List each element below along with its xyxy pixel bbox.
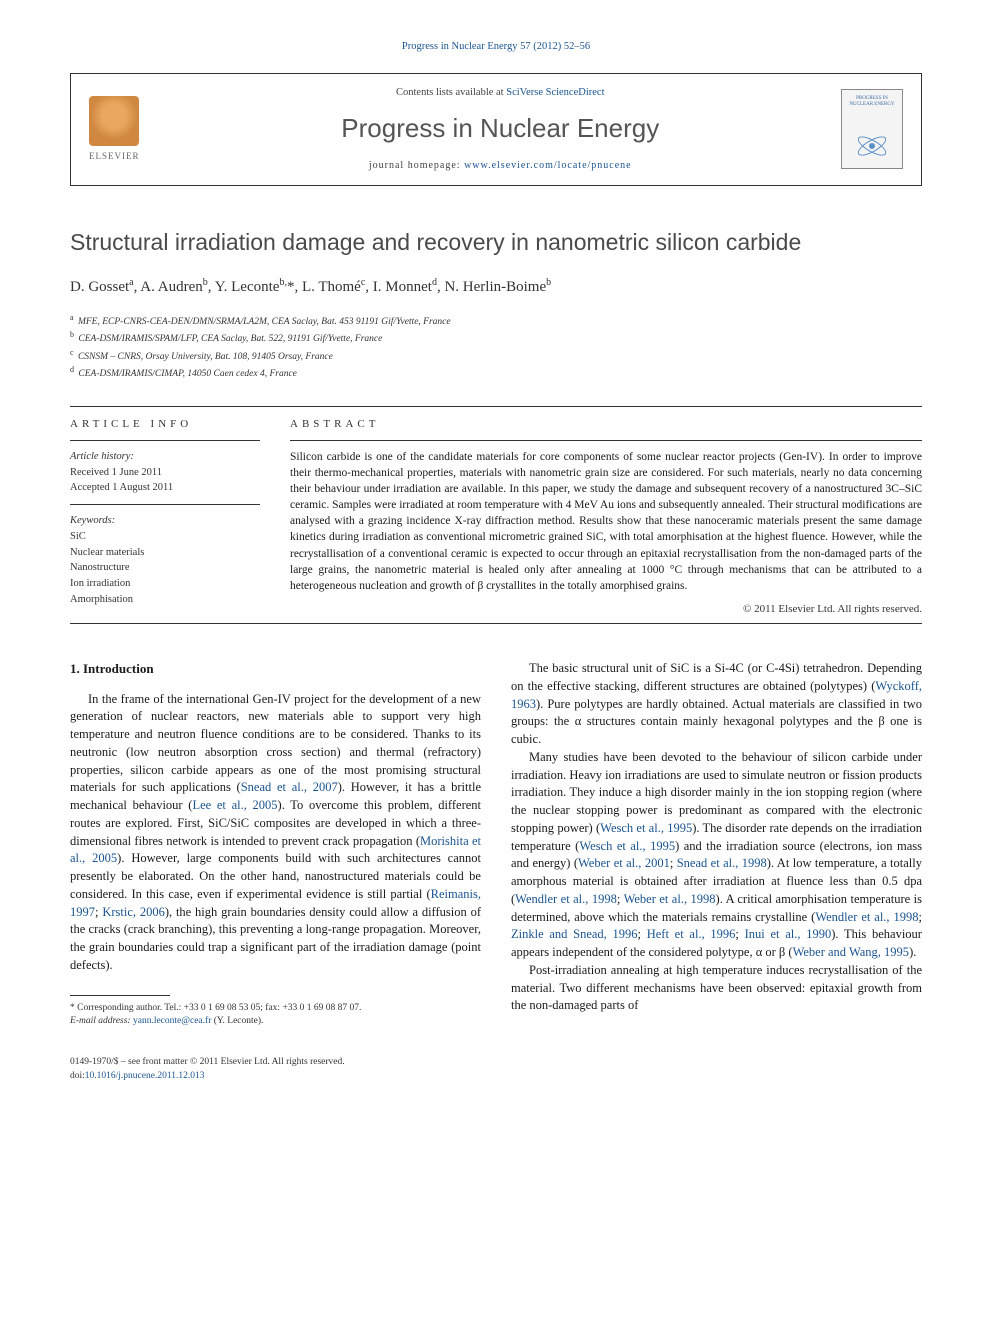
citation-link[interactable]: Snead et al., 1998 — [677, 856, 767, 870]
received-date: Received 1 June 2011 — [70, 465, 260, 481]
homepage-prefix: journal homepage: — [369, 160, 464, 171]
abstract-text: Silicon carbide is one of the candidate … — [290, 449, 922, 594]
body-column-left: 1. Introduction In the frame of the inte… — [70, 660, 481, 1028]
elsevier-label: ELSEVIER — [89, 150, 140, 163]
authors-line: D. Gosseta, A. Audrenb, Y. Leconteb,*, L… — [70, 276, 922, 298]
atom-icon — [856, 130, 888, 162]
journal-homepage-link[interactable]: www.elsevier.com/locate/pnucene — [464, 160, 632, 171]
keyword-item: Amorphisation — [70, 592, 260, 608]
contents-prefix: Contents lists available at — [396, 87, 506, 98]
corr-author-line: * Corresponding author. Tel.: +33 0 1 69… — [70, 1002, 481, 1015]
citation-link[interactable]: Wesch et al., 1995 — [600, 821, 692, 835]
abstract-copyright: © 2011 Elsevier Ltd. All rights reserved… — [290, 602, 922, 617]
citation-link[interactable]: Weber et al., 2001 — [578, 856, 670, 870]
article-title: Structural irradiation damage and recove… — [70, 226, 922, 258]
doi-link[interactable]: 10.1016/j.pnucene.2011.12.013 — [85, 1071, 205, 1081]
divider — [70, 623, 922, 624]
body-column-right: The basic structural unit of SiC is a Si… — [511, 660, 922, 1028]
citation-link[interactable]: Wendler et al., 1998 — [515, 892, 617, 906]
article-info-column: ARTICLE INFO Article history: Received 1… — [70, 407, 260, 618]
issn-line: 0149-1970/$ – see front matter © 2011 El… — [70, 1056, 345, 1069]
keyword-item: Nanostructure — [70, 560, 260, 576]
contents-lists-line: Contents lists available at SciVerse Sci… — [160, 86, 842, 101]
keywords-label: Keywords: — [70, 513, 260, 529]
sciencedirect-link[interactable]: SciVerse ScienceDirect — [506, 87, 604, 98]
journal-homepage-line: journal homepage: www.elsevier.com/locat… — [160, 159, 842, 173]
body-paragraph: Many studies have been devoted to the be… — [511, 749, 922, 962]
abstract-column: ABSTRACT Silicon carbide is one of the c… — [290, 407, 922, 618]
citation-link[interactable]: Weber and Wang, 1995 — [793, 945, 909, 959]
history-label: Article history: — [70, 449, 260, 465]
affiliation-line: b CEA-DSM/IRAMIS/SPAM/LFP, CEA Saclay, B… — [70, 329, 922, 346]
affiliations-block: a MFE, ECP-CNRS-CEA-DEN/DMN/SRMA/LA2M, C… — [70, 312, 922, 382]
body-paragraph: Post-irradiation annealing at high tempe… — [511, 962, 922, 1015]
corr-email-link[interactable]: yann.leconte@cea.fr — [133, 1016, 211, 1026]
affiliation-line: a MFE, ECP-CNRS-CEA-DEN/DMN/SRMA/LA2M, C… — [70, 312, 922, 329]
keyword-item: Nuclear materials — [70, 545, 260, 561]
accepted-date: Accepted 1 August 2011 — [70, 480, 260, 496]
email-label: E-mail address: — [70, 1016, 133, 1026]
doi-label: doi: — [70, 1071, 85, 1081]
abstract-head: ABSTRACT — [290, 407, 922, 441]
elsevier-tree-icon — [89, 96, 139, 146]
body-paragraph: In the frame of the international Gen-IV… — [70, 691, 481, 975]
affiliation-line: d CEA-DSM/IRAMIS/CIMAP, 14050 Caen cedex… — [70, 364, 922, 381]
citation-line: Progress in Nuclear Energy 57 (2012) 52–… — [70, 40, 922, 55]
section-heading-introduction: 1. Introduction — [70, 660, 481, 678]
journal-banner: ELSEVIER Contents lists available at Sci… — [70, 73, 922, 186]
citation-link[interactable]: Inui et al., 1990 — [745, 927, 832, 941]
citation-link[interactable]: Krstic, 2006 — [102, 905, 165, 919]
email-suffix: (Y. Leconte). — [211, 1016, 263, 1026]
issn-doi-block: 0149-1970/$ – see front matter © 2011 El… — [70, 1056, 345, 1083]
divider — [70, 504, 260, 505]
affiliation-line: c CSNSM – CNRS, Orsay University, Bat. 1… — [70, 347, 922, 364]
citation-link[interactable]: Zinkle and Snead, 1996 — [511, 927, 638, 941]
article-info-head: ARTICLE INFO — [70, 407, 260, 441]
citation-link[interactable]: Lee et al., 2005 — [192, 798, 277, 812]
journal-cover-thumb: PROGRESS IN NUCLEAR ENERGY — [841, 89, 903, 169]
journal-name: Progress in Nuclear Energy — [160, 110, 842, 146]
keyword-item: SiC — [70, 529, 260, 545]
keyword-item: Ion irradiation — [70, 576, 260, 592]
citation-link[interactable]: Heft et al., 1996 — [647, 927, 736, 941]
citation-link[interactable]: Wesch et al., 1995 — [579, 839, 675, 853]
body-paragraph: The basic structural unit of SiC is a Si… — [511, 660, 922, 749]
corresponding-author-footnote: * Corresponding author. Tel.: +33 0 1 69… — [70, 1002, 481, 1029]
citation-link[interactable]: Snead et al., 2007 — [241, 780, 338, 794]
footnote-separator — [70, 995, 170, 996]
cover-title: PROGRESS IN NUCLEAR ENERGY — [846, 96, 898, 107]
citation-link[interactable]: Wendler et al., 1998 — [815, 910, 918, 924]
citation-link[interactable]: Weber et al., 1998 — [624, 892, 716, 906]
elsevier-logo: ELSEVIER — [89, 96, 140, 163]
